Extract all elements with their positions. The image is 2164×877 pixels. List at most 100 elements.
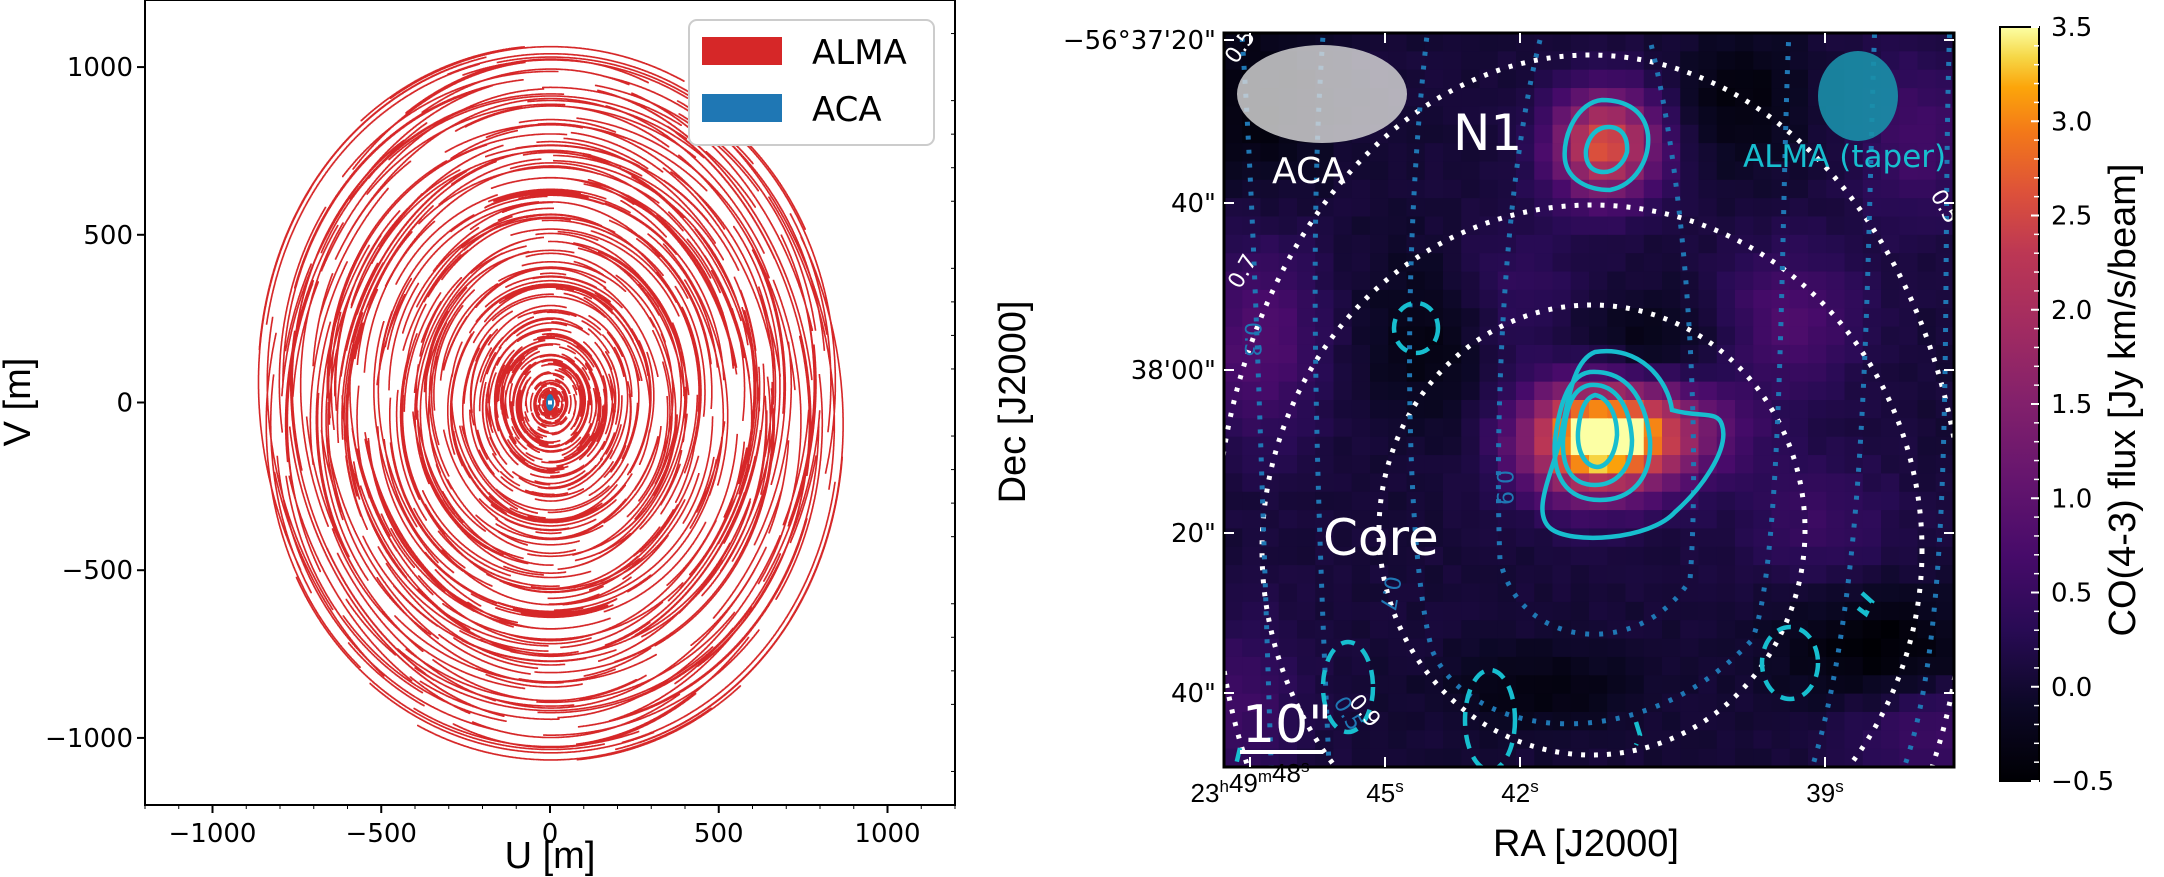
map-pixel xyxy=(1771,69,1791,89)
map-pixel xyxy=(1516,565,1535,585)
map-pixel xyxy=(1388,546,1408,566)
uv-x-tick-label: 500 xyxy=(694,819,744,849)
map-pixel xyxy=(1242,656,1262,676)
map-pixel xyxy=(1370,638,1389,658)
map-pixel xyxy=(1461,601,1481,621)
map-y-tick-label: 40" xyxy=(1171,189,1216,219)
map-pixel xyxy=(1680,693,1700,713)
map-pixel xyxy=(1643,528,1663,548)
map-pixel xyxy=(1479,473,1499,493)
map-pixel xyxy=(1443,583,1462,603)
map-pixel xyxy=(1662,748,1681,767)
map-pixel xyxy=(1643,491,1663,511)
map-pixel xyxy=(1899,33,1919,52)
map-pixel xyxy=(1844,510,1864,530)
map-pixel xyxy=(1716,528,1736,548)
map-pixel xyxy=(1680,161,1700,181)
map-pixel xyxy=(1479,69,1499,89)
map-pixel xyxy=(1461,51,1481,71)
map-pixel xyxy=(1224,510,1243,530)
map-pixel xyxy=(1789,656,1809,676)
map-pixel xyxy=(1388,491,1408,511)
map-pixel xyxy=(1406,620,1426,640)
map-pixel xyxy=(1716,638,1736,658)
map-pixel xyxy=(1242,565,1262,585)
map-pixel xyxy=(1789,308,1809,328)
map-pixel xyxy=(1461,455,1481,474)
map-pixel xyxy=(1424,583,1444,603)
negative-contour xyxy=(1391,300,1441,356)
map-pixel xyxy=(1680,436,1700,456)
map-pixel xyxy=(1844,179,1864,199)
map-pixel xyxy=(1844,656,1864,676)
map-pixel xyxy=(1278,620,1298,640)
map-pixel xyxy=(1917,271,1937,291)
map-pixel xyxy=(1881,216,1900,236)
n1-contour-2 xyxy=(1583,124,1630,175)
map-pixel xyxy=(1224,344,1243,364)
map-pixel xyxy=(1917,363,1937,383)
map-pixel xyxy=(1680,656,1700,676)
map-pixel xyxy=(1808,675,1827,695)
negative-contour xyxy=(1462,667,1518,767)
map-pixel xyxy=(1680,546,1700,566)
map-pixel xyxy=(1789,124,1809,144)
map-pixel xyxy=(1497,711,1517,731)
map-pixel xyxy=(1461,234,1481,254)
map-pixel xyxy=(1917,418,1937,438)
map-pixel xyxy=(1589,271,1608,291)
map-pixel xyxy=(1388,455,1408,474)
map-pixel xyxy=(1643,583,1663,603)
map-pixel xyxy=(1862,620,1882,640)
map-pixel xyxy=(1716,546,1736,566)
map-pixel xyxy=(1224,253,1243,273)
map-pixel xyxy=(1315,234,1335,254)
map-pixel xyxy=(1388,565,1408,585)
map-pixel xyxy=(1461,491,1481,511)
map-pixel xyxy=(1497,33,1517,52)
map-pixel xyxy=(1497,601,1517,621)
map-pixel xyxy=(1789,436,1809,456)
map-pixel xyxy=(1534,400,1554,419)
map-pixel xyxy=(1388,51,1408,71)
map-pixel xyxy=(1516,638,1535,658)
map-pixel xyxy=(1625,143,1645,163)
map-pixel xyxy=(1297,583,1316,603)
map-pixel xyxy=(1406,124,1426,144)
map-pixel xyxy=(1479,748,1499,767)
map-pixel xyxy=(1516,400,1535,419)
map-pixel xyxy=(1242,730,1262,750)
map-pixel xyxy=(1589,418,1608,438)
map-pixel xyxy=(1534,271,1554,291)
map-pixel xyxy=(1424,730,1444,750)
map-pixel xyxy=(1753,693,1773,713)
map-pixel xyxy=(1497,143,1517,163)
map-pixel xyxy=(1297,400,1316,419)
map-pixel xyxy=(1680,620,1700,640)
map-pixel xyxy=(1406,601,1426,621)
map-pixel xyxy=(1406,381,1426,401)
map-pixel xyxy=(1516,198,1535,218)
map-pixel xyxy=(1753,69,1773,89)
map-pixel xyxy=(1297,528,1316,548)
map-pixel xyxy=(1917,455,1937,474)
map-pixel xyxy=(1844,583,1864,603)
map-pixel xyxy=(1351,326,1371,346)
map-pixel xyxy=(1862,510,1882,530)
map-pixel xyxy=(1497,546,1517,566)
map-pixel xyxy=(1881,124,1900,144)
map-pixel xyxy=(1771,510,1791,530)
uv-y-axis-label: V [m] xyxy=(0,358,39,447)
map-pixel xyxy=(1479,161,1499,181)
map-pixel xyxy=(1534,363,1554,383)
map-pixel xyxy=(1899,418,1919,438)
map-pixel xyxy=(1315,363,1335,383)
map-pixel xyxy=(1479,51,1499,71)
map-pixel xyxy=(1552,620,1572,640)
map-pixel xyxy=(1771,748,1791,767)
map-pixel xyxy=(1735,161,1754,181)
map-pixel xyxy=(1406,675,1426,695)
map-pixel xyxy=(1881,510,1900,530)
map-y-axis-label: Dec [J2000] xyxy=(992,301,1034,504)
map-pixel xyxy=(1388,711,1408,731)
